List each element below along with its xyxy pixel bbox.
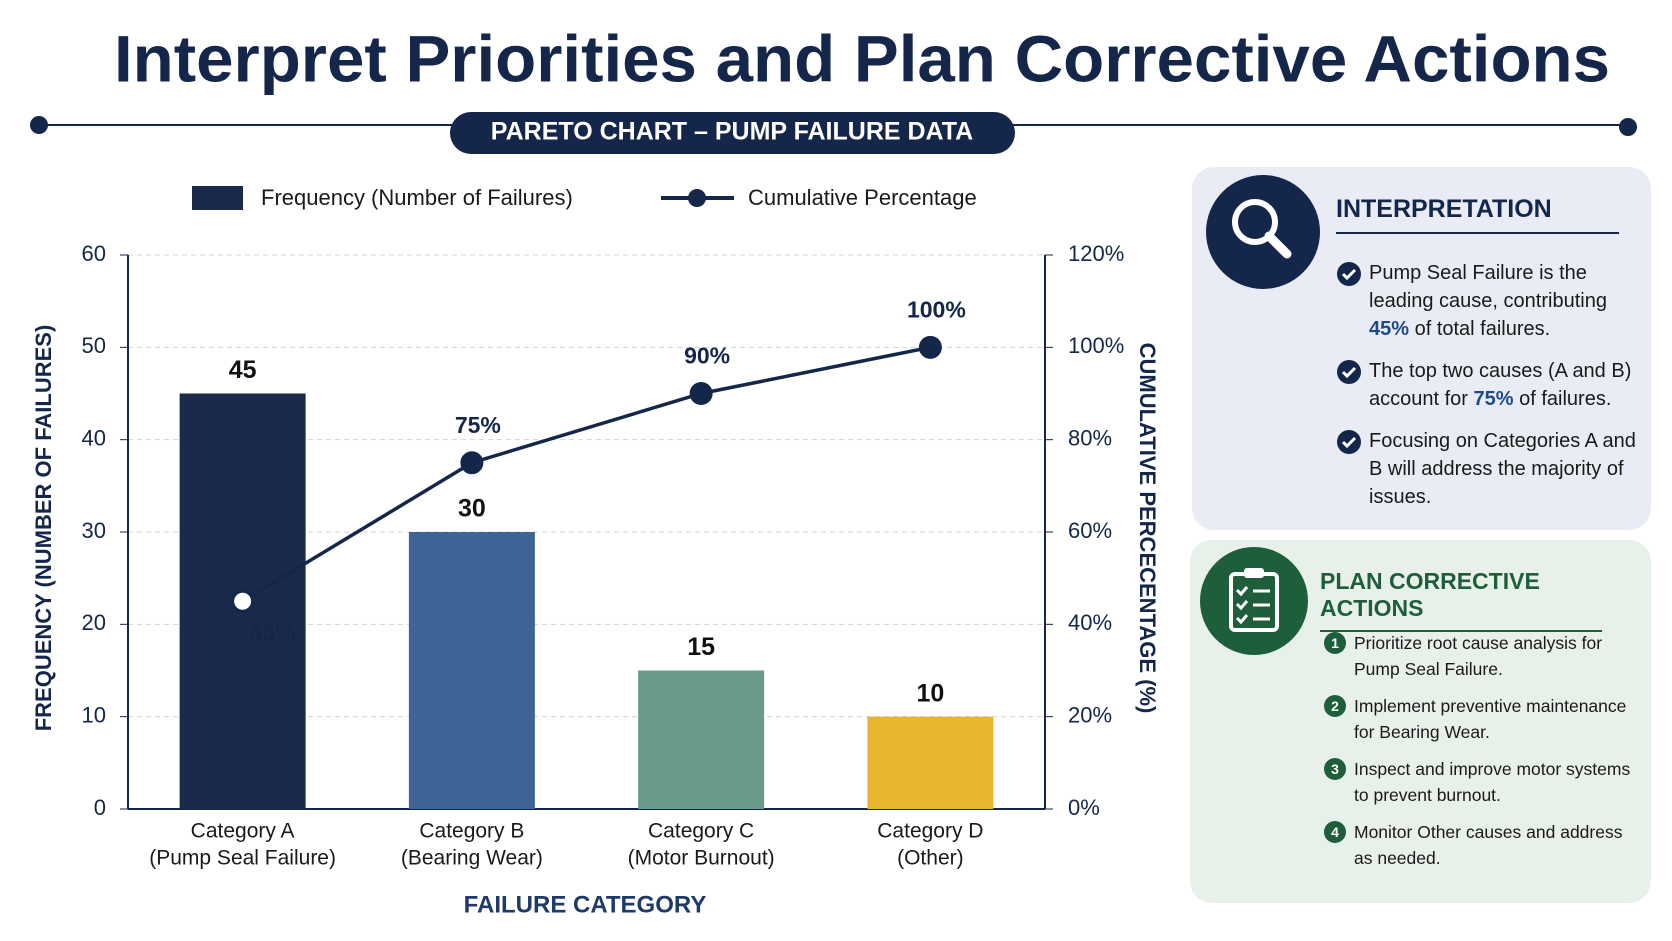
x-tick-label: (Bearing Wear) (401, 847, 543, 870)
y2-axis-label: CUMULATIVE PERCECENTAGE (%) (1135, 343, 1160, 714)
y2-tick-label: 120% (1068, 241, 1124, 266)
y-tick-label: 10 (82, 702, 106, 727)
bar-value-label: 45 (229, 356, 257, 384)
action-number: 4 (1324, 821, 1346, 843)
bar-value-label: 15 (687, 633, 715, 661)
legend-marker (688, 189, 706, 207)
cumulative-marker (460, 451, 484, 475)
legend-label: Frequency (Number of Failures) (261, 185, 573, 210)
line-value-label: 45% (250, 619, 296, 645)
x-tick-label: Category B (419, 820, 524, 843)
page-title: Interpret Priorities and Plan Corrective… (114, 21, 1610, 95)
cumulative-line (241, 345, 931, 603)
interpretation-panel: INTERPRETATION Pump Seal Failure is the … (1192, 167, 1651, 530)
action-text: Monitor Other causes and address as need… (1354, 822, 1623, 868)
legend-swatch (192, 186, 243, 210)
legend-label: Cumulative Percentage (748, 185, 977, 210)
actions-list: 1 Prioritize root cause analysis for Pump… (1324, 630, 1644, 882)
item-text: Focusing on Categories A and B will addr… (1369, 430, 1636, 508)
interpretation-item: Focusing on Categories A and B will addr… (1337, 427, 1637, 511)
action-text: Inspect and improve motor systems to pre… (1354, 759, 1631, 805)
bar-value-label: 30 (458, 495, 486, 523)
cumulative-marker (689, 382, 713, 405)
y2-tick-label: 80% (1068, 425, 1112, 450)
actions-panel: PLAN CORRECTIVE ACTIONS 1 Prioritize root… (1190, 540, 1651, 903)
cumulative-marker (918, 335, 942, 359)
x-tick-label: Category D (877, 820, 983, 843)
magnifier-icon (1206, 175, 1320, 289)
x-tick-label: Category C (648, 820, 754, 843)
action-text: Prioritize root cause analysis for Pump … (1354, 633, 1603, 679)
line-value-label: 75% (455, 412, 501, 438)
y-tick-label: 50 (82, 333, 106, 358)
y2-tick-label: 20% (1068, 702, 1112, 727)
x-axis-label: FAILURE CATEGORY (464, 891, 707, 918)
y-tick-label: 0 (94, 795, 106, 820)
line-value-label: 100% (907, 296, 966, 322)
y-tick-label: 30 (82, 518, 106, 543)
item-text: of total failures. (1409, 318, 1551, 340)
check-mark (1341, 366, 1357, 379)
check-icon (1337, 430, 1361, 454)
subtitle-pill (450, 112, 1015, 154)
check-mark (1341, 436, 1357, 449)
item-text: The top two causes (A and B) account for (1369, 360, 1632, 410)
x-tick-label: (Other) (897, 847, 964, 870)
action-item: 4 Monitor Other causes and address as nee… (1324, 819, 1644, 871)
rule-dot (30, 116, 48, 134)
check-icon (1337, 262, 1361, 286)
action-number: 2 (1324, 695, 1346, 717)
action-item: 3 Inspect and improve motor systems to pr… (1324, 756, 1644, 808)
bar (408, 532, 535, 809)
y2-tick-label: 0% (1068, 795, 1100, 820)
bar (867, 716, 994, 809)
item-text: Pump Seal Failure is the leading cause, … (1369, 262, 1607, 312)
cumulative-marker (231, 589, 255, 613)
action-text: Implement preventive maintenance for Bea… (1354, 696, 1627, 742)
item-highlight: 75% (1473, 388, 1514, 410)
clipboard-icon (1200, 547, 1308, 655)
item-highlight: 45% (1369, 318, 1410, 340)
y2-tick-label: 60% (1068, 518, 1112, 543)
check-icon (1337, 360, 1361, 384)
y2-tick-label: 100% (1068, 333, 1124, 358)
action-item: 1 Prioritize root cause analysis for Pump… (1324, 630, 1644, 682)
bar-value-label: 10 (916, 679, 944, 707)
bar (638, 670, 765, 809)
x-tick-label: Category A (191, 820, 295, 843)
y-axis-label: FREQUENCY (NUMBER OF FAILURES) (31, 325, 56, 732)
y-tick-label: 60 (82, 241, 106, 266)
item-text: of failures. (1513, 388, 1612, 410)
action-number: 3 (1324, 758, 1346, 780)
x-tick-label: (Motor Burnout) (628, 847, 775, 870)
interpretation-item: The top two causes (A and B) account for… (1337, 357, 1637, 413)
interpretation-list: Pump Seal Failure is the leading cause, … (1337, 259, 1637, 525)
interpretation-item: Pump Seal Failure is the leading cause, … (1337, 259, 1637, 343)
subtitle: PARETO CHART – PUMP FAILURE DATA (491, 118, 973, 146)
check-mark (1341, 268, 1357, 281)
panel-title: INTERPRETATION (1336, 195, 1619, 234)
rule-dot (1619, 118, 1637, 136)
x-tick-label: (Pump Seal Failure) (149, 847, 336, 870)
y-tick-label: 20 (82, 610, 106, 635)
y2-tick-label: 40% (1068, 610, 1112, 635)
y-tick-label: 40 (82, 425, 106, 450)
action-number: 1 (1324, 632, 1346, 654)
panel-title: PLAN CORRECTIVE ACTIONS (1320, 568, 1602, 632)
line-value-label: 90% (684, 343, 730, 369)
action-item: 2 Implement preventive maintenance for Be… (1324, 693, 1644, 745)
